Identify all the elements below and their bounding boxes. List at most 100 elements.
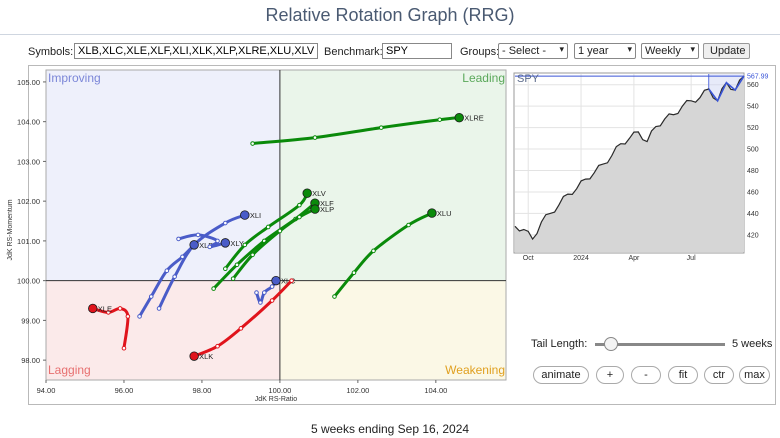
caption: 5 weeks ending Sep 16, 2024 — [310, 422, 470, 436]
tail-point — [265, 224, 271, 230]
head-point — [88, 303, 98, 314]
price-y-tick-label: 440 — [747, 211, 759, 218]
tail-point — [250, 252, 255, 258]
quadrant-label-lagging: Lagging — [48, 363, 91, 377]
y-axis-title: JdK RS-Momentum — [7, 199, 14, 260]
max-button[interactable]: max — [739, 366, 770, 384]
tail-point — [125, 314, 131, 319]
period-select[interactable]: 1 year ▾ — [574, 43, 636, 59]
tail-point — [242, 242, 248, 248]
series-label: XLV — [312, 189, 326, 198]
benchmark-label: Benchmark: — [324, 46, 383, 58]
x-axis-title: JdK RS-Ratio — [255, 396, 298, 403]
series-xlre: XLRE — [250, 112, 484, 146]
zoom-out-button[interactable]: - — [631, 366, 661, 384]
tail-point — [269, 298, 275, 303]
series-label: XLU — [437, 209, 452, 218]
price-x-tick-label: Jul — [687, 255, 696, 262]
head-point — [310, 204, 320, 214]
quadrant-weakening — [279, 280, 506, 380]
series-label: XLY — [230, 239, 244, 248]
controls-bar: Symbols: Benchmark: Groups: - Select - ▾… — [0, 42, 780, 62]
center-button[interactable]: ctr — [704, 366, 734, 384]
series-label: XLP — [320, 205, 334, 214]
series-label: XLF — [320, 199, 334, 208]
tail-point — [297, 202, 302, 208]
series-xlc: XLC — [254, 275, 296, 305]
animate-button[interactable]: animate — [533, 366, 589, 384]
tail-point — [332, 294, 337, 299]
x-tick-label: 94.00 — [37, 386, 56, 395]
chevron-down-icon: ▾ — [690, 44, 695, 54]
price-x-tick-label: Apr — [628, 255, 640, 262]
tail-point — [106, 310, 111, 315]
tail-point — [117, 306, 123, 311]
frequency-select-value: Weekly — [645, 45, 681, 57]
series-xlu: XLU — [332, 208, 452, 299]
quadrant-label-leading: Leading — [462, 71, 505, 85]
x-tick-label: 96.00 — [115, 386, 134, 395]
zoom-in-button[interactable]: + — [596, 366, 624, 384]
price-y-tick-label: 540 — [747, 104, 759, 111]
tail-point — [156, 306, 162, 311]
head-point — [427, 208, 437, 218]
tail-point — [215, 238, 220, 244]
update-button[interactable]: Update — [703, 43, 750, 59]
price-y-tick-label: 560 — [747, 82, 759, 89]
tail-point — [250, 141, 255, 146]
y-tick-label: 102.00 — [17, 197, 40, 206]
frequency-select[interactable]: Weekly ▾ — [641, 43, 699, 59]
groups-select[interactable]: - Select - ▾ — [498, 43, 568, 59]
rrg-plot-border — [45, 69, 507, 381]
price-y-tick-label: 500 — [747, 147, 759, 154]
symbols-input[interactable] — [74, 43, 318, 59]
chevron-down-icon: ▾ — [627, 44, 632, 54]
quadrant-label-weakening: Weakening — [445, 363, 505, 377]
tail-point — [437, 117, 443, 122]
tail-length-value: 5 weeks — [732, 338, 773, 350]
tail-point — [215, 343, 220, 349]
x-tick-label: 102.00 — [346, 386, 369, 395]
fit-button[interactable]: fit — [668, 366, 698, 384]
head-point — [220, 238, 231, 248]
tail-length-slider[interactable] — [595, 343, 725, 346]
tail-point — [148, 294, 154, 299]
x-tick-label: 104.00 — [424, 386, 447, 395]
series-label: XLI — [250, 211, 261, 220]
series-xlb: XLB — [137, 240, 213, 319]
series-xlk: XLK — [189, 278, 294, 361]
groups-label: Groups: — [460, 46, 500, 58]
tail-point — [137, 314, 142, 319]
y-tick-label: 103.00 — [17, 157, 40, 166]
tail-point — [277, 228, 283, 234]
series-label: XLC — [281, 277, 296, 286]
y-tick-label: 101.00 — [17, 237, 40, 246]
price-title: SPY — [517, 73, 540, 85]
tail-point — [312, 135, 318, 140]
title-divider — [0, 34, 780, 35]
price-x-tick-label: 2024 — [573, 255, 589, 262]
y-tick-label: 105.00 — [17, 78, 40, 87]
tail-point — [371, 248, 376, 254]
rrg-axes: 94.00 96.00 98.00 100.00 102.00 104.00 98.00 99… — [17, 78, 447, 395]
series-label: XLK — [199, 352, 213, 361]
benchmark-input[interactable] — [382, 43, 452, 59]
chart-frame — [28, 65, 776, 405]
price-y-tick-label: 480 — [747, 168, 759, 175]
tail-point — [406, 222, 411, 228]
tail-point — [164, 268, 170, 274]
price-axes: 420 440 460 480 500 520 540 560 Oct 2024 Apr Jul 567… — [523, 74, 769, 262]
price-y-tick-label: 520 — [747, 125, 759, 132]
tail-point — [297, 214, 302, 220]
tail-length-slider-thumb[interactable] — [603, 337, 618, 351]
tail-point — [211, 286, 216, 291]
head-point — [271, 275, 281, 286]
y-tick-label: 100.00 — [17, 277, 40, 286]
y-tick-label: 99.00 — [21, 316, 40, 325]
tail-point — [269, 284, 275, 289]
tail-point — [172, 274, 177, 279]
tail-point — [351, 270, 357, 275]
chevron-down-icon: ▾ — [559, 44, 564, 54]
